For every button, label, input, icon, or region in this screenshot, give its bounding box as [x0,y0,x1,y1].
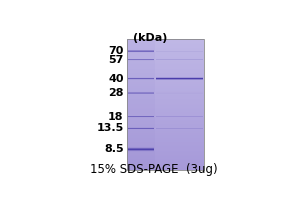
Bar [127,39,204,170]
Text: 40: 40 [108,74,124,84]
Text: 57: 57 [108,55,124,65]
Text: 13.5: 13.5 [96,123,124,133]
Text: 18: 18 [108,112,124,122]
Text: 28: 28 [108,88,124,98]
Text: 70: 70 [108,46,124,56]
Text: 15% SDS-PAGE  (3ug): 15% SDS-PAGE (3ug) [90,163,218,176]
Text: 8.5: 8.5 [104,144,124,154]
Text: (kDa): (kDa) [133,33,167,43]
